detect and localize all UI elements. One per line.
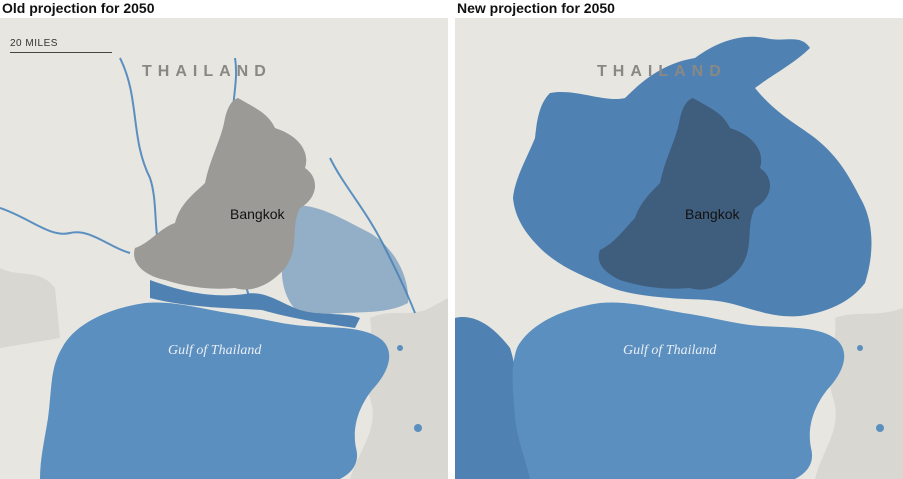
scale-line bbox=[10, 52, 112, 53]
pond bbox=[414, 424, 422, 432]
coastal-flood-zone bbox=[150, 280, 360, 328]
flooded-bangkok-core bbox=[598, 98, 771, 290]
scale-bar: 20 MILES bbox=[10, 38, 114, 53]
new-projection-panel: New projection for 2050 THAILAND Bangkok… bbox=[455, 0, 903, 479]
new-projection-title: New projection for 2050 bbox=[457, 0, 615, 16]
scale-label: 20 MILES bbox=[10, 38, 58, 49]
mae-klong-river bbox=[0, 207, 131, 254]
pond bbox=[857, 345, 863, 351]
bangkok-urban-area bbox=[134, 98, 316, 290]
old-projection-title: Old projection for 2050 bbox=[2, 0, 155, 16]
old-projection-map: 20 MILES THAILAND Bangkok Gulf of Thaila… bbox=[0, 18, 448, 479]
old-projection-panel: Old projection for 2050 bbox=[0, 0, 448, 479]
pond bbox=[320, 423, 330, 433]
gulf-of-thailand-water bbox=[40, 302, 390, 479]
old-projection-map-graphic bbox=[0, 18, 448, 479]
gulf-of-thailand-water bbox=[512, 302, 845, 479]
pond bbox=[56, 454, 64, 462]
new-projection-map-graphic bbox=[455, 18, 903, 479]
pond bbox=[397, 345, 403, 351]
pond bbox=[876, 424, 884, 432]
western-coastal-flood bbox=[455, 317, 565, 479]
eastern-flood-zone bbox=[280, 205, 409, 318]
hill-relief-west bbox=[0, 268, 60, 348]
pond bbox=[780, 423, 790, 433]
new-projection-map: THAILAND Bangkok Gulf of Thailand bbox=[455, 18, 903, 479]
